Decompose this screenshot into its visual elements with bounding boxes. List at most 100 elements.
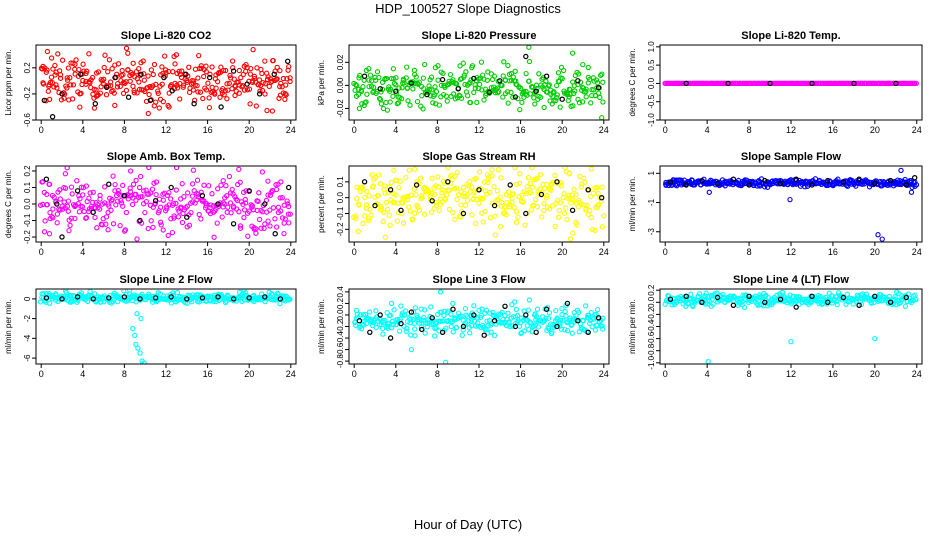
reference-point (912, 174, 918, 181)
data-point (130, 83, 136, 89)
x-tick-label: 0 (39, 247, 44, 257)
reference-point (872, 293, 878, 299)
data-point (101, 64, 107, 71)
reference-point (595, 84, 602, 91)
data-point (545, 326, 552, 332)
data-point (226, 173, 233, 180)
data-point (448, 93, 454, 100)
outlier-point (567, 236, 574, 242)
x-tick-label: 16 (203, 247, 213, 257)
data-point (376, 172, 382, 178)
data-point (133, 191, 139, 198)
data-point (360, 84, 366, 90)
y-tick-label: -0.1 (23, 213, 32, 227)
data-point (250, 46, 256, 53)
data-point (57, 75, 64, 81)
data-point (471, 303, 477, 309)
data-point (559, 75, 565, 82)
data-point (432, 191, 438, 197)
reference-point (408, 80, 415, 86)
data-point (95, 69, 102, 75)
x-tick-label: 8 (747, 369, 752, 379)
x-tick-label: 20 (870, 247, 880, 257)
data-point (130, 181, 137, 187)
data-point (120, 182, 126, 189)
data-point (599, 184, 605, 190)
data-point (464, 192, 471, 198)
reference-point (809, 293, 815, 299)
reference-point (512, 94, 519, 100)
data-point (258, 225, 264, 231)
reference-point (43, 295, 50, 301)
x-tick-label: 0 (663, 125, 668, 135)
reference-point (77, 71, 84, 78)
data-point (219, 214, 225, 220)
data-point (141, 71, 147, 77)
x-tick-label: 0 (352, 369, 357, 379)
data-point (240, 83, 246, 89)
data-point (580, 61, 586, 68)
data-point (44, 67, 50, 73)
data-point (198, 216, 204, 222)
data-point (449, 176, 455, 183)
y-tick-label: 0.02 (336, 54, 345, 70)
data-point (155, 88, 161, 94)
panel-slope-li-820-temp: Slope Li-820 Temp. degrees C per min. 0 4 8 1… (628, 30, 923, 135)
data-point (160, 197, 166, 203)
reference-point (507, 182, 513, 188)
data-point (450, 329, 456, 335)
data-point (393, 75, 399, 81)
data-point (353, 81, 359, 88)
data-point (53, 82, 59, 88)
data-point (417, 175, 424, 181)
data-point (283, 82, 289, 88)
data-point (139, 194, 145, 200)
data-point (245, 233, 251, 239)
data-point (600, 99, 606, 105)
data-point (381, 209, 387, 215)
data-point (159, 64, 165, 70)
data-point (499, 82, 505, 89)
data-point (153, 81, 159, 88)
data-point (464, 197, 471, 203)
data-point (265, 178, 271, 184)
data-point (270, 292, 276, 298)
data-point (229, 58, 236, 64)
data-point (532, 311, 538, 317)
data-point (588, 100, 594, 106)
reference-point (277, 296, 284, 302)
panel-title: Slope Li-820 CO2 (121, 30, 211, 42)
data-point (400, 220, 407, 226)
data-point (365, 217, 372, 224)
outlier-point (133, 341, 139, 347)
panel-slope-li-820-pressure: Slope Li-820 Pressure kPa per min. 0 4 8 12 16… (317, 30, 610, 135)
data-point (214, 78, 221, 85)
data-point (57, 187, 63, 193)
data-point (136, 79, 142, 85)
data-point (390, 93, 396, 99)
data-point (481, 97, 487, 103)
reference-point (361, 179, 368, 185)
x-tick-label: 24 (912, 247, 922, 257)
y-tick-label: -1 (647, 198, 656, 206)
data-point (585, 64, 591, 71)
data-point (442, 197, 449, 203)
data-point (410, 86, 416, 92)
data-point (460, 317, 466, 323)
y-tick-label: -0.8 (647, 343, 656, 357)
data-point (555, 70, 562, 76)
data-point (465, 318, 472, 324)
data-point (285, 203, 292, 210)
data-point (150, 71, 156, 78)
data-point (588, 193, 594, 200)
data-point (520, 199, 526, 205)
data-point (466, 81, 472, 87)
x-tick-label: 12 (161, 369, 171, 379)
data-point (160, 98, 166, 105)
data-point (471, 188, 477, 194)
data-point (194, 197, 200, 203)
data-point (452, 216, 458, 223)
data-point (483, 307, 490, 313)
x-tick-label: 4 (393, 369, 398, 379)
data-point (241, 87, 248, 93)
